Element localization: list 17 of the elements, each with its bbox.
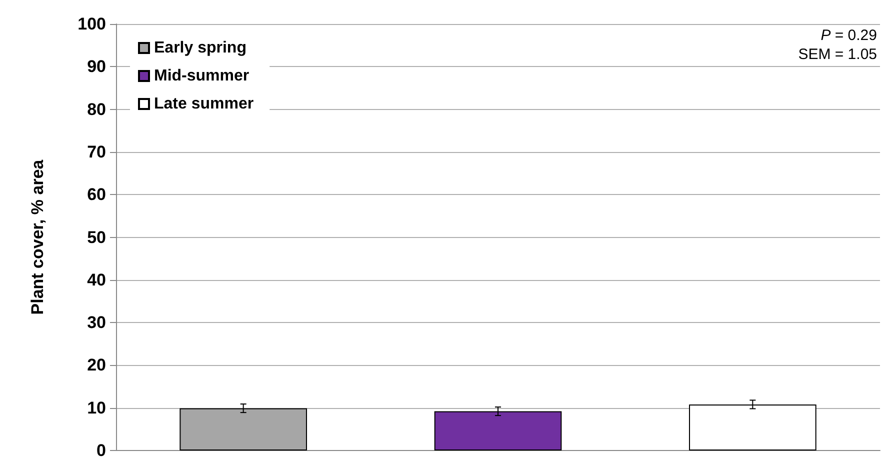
y-tick-label: 90: [87, 57, 106, 76]
legend-label: Mid-summer: [154, 68, 250, 84]
y-tick-label: 70: [87, 142, 106, 162]
y-tick-label: 0: [96, 441, 106, 459]
y-tick-label: 60: [87, 185, 106, 204]
annotation: SEM = 1.05: [798, 46, 878, 63]
y-tick-label: 20: [87, 356, 106, 375]
y-tick-label: 80: [87, 100, 106, 119]
legend-label: Early spring: [154, 40, 246, 56]
legend-label: Late summer: [154, 96, 254, 112]
y-tick-label: 100: [78, 14, 106, 34]
y-tick-label: 40: [87, 270, 106, 290]
annotation: P = 0.29: [820, 27, 878, 44]
y-tick-label: 10: [87, 398, 106, 418]
y-tick-label: 50: [87, 228, 106, 247]
y-axis-title: Plant cover, % area: [28, 159, 47, 315]
y-tick-label: 30: [87, 313, 106, 332]
